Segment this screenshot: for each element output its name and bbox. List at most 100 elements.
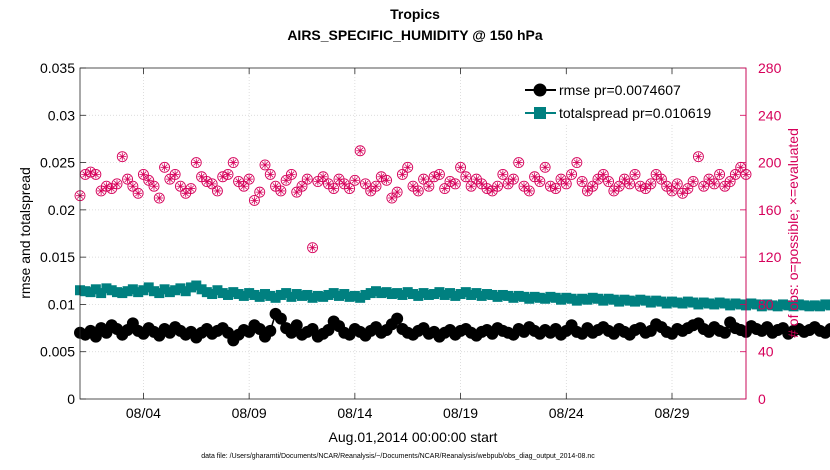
totalspread-marker: [656, 296, 667, 307]
obs-possible-marker: [687, 176, 699, 187]
totalspread-marker: [312, 290, 323, 301]
obs-evaluated-marker: [356, 146, 365, 155]
totalspread-marker: [756, 301, 767, 312]
obs-possible-marker: [359, 178, 371, 190]
obs-point: [370, 180, 382, 192]
obs-point: [243, 173, 255, 185]
tick-label-x: 08/09: [232, 405, 267, 421]
obs-evaluated-marker: [128, 182, 137, 191]
totalspread-marker: [127, 284, 138, 295]
obs-possible-marker: [571, 157, 583, 169]
obs-evaluated-marker: [403, 163, 412, 172]
totalspread-marker: [677, 298, 688, 309]
obs-possible-marker: [412, 185, 424, 197]
totalspread-marker: [603, 293, 614, 304]
obs-possible-marker: [465, 180, 477, 192]
obs-point: [708, 178, 720, 190]
obs-point: [433, 168, 445, 180]
totalspread-marker: [688, 297, 699, 308]
obs-evaluated-marker: [255, 188, 264, 197]
tick-label-x: 08/24: [549, 405, 584, 421]
totalspread-marker: [397, 289, 408, 300]
obs-possible-marker: [534, 176, 546, 187]
obs-possible-marker: [418, 173, 430, 185]
obs-evaluated-marker: [557, 175, 565, 184]
obs-possible-marker: [90, 168, 102, 180]
obs-possible-marker: [708, 178, 720, 190]
obs-possible-marker: [153, 192, 165, 204]
obs-point: [603, 176, 615, 187]
obs-possible-marker: [714, 168, 726, 180]
totalspread-marker: [651, 295, 662, 306]
rmse-series: [74, 307, 830, 347]
totalspread-marker: [503, 290, 514, 301]
obs-possible-marker: [296, 180, 308, 192]
obs-possible-marker: [698, 180, 710, 192]
totalspread-marker: [307, 292, 318, 303]
obs-evaluated-marker: [245, 175, 254, 184]
obs-point: [539, 161, 551, 173]
rmse-marker: [718, 326, 731, 339]
totalspread-marker: [793, 299, 804, 310]
obs-point: [465, 180, 477, 192]
obs-possible-marker: [127, 180, 139, 192]
obs-evaluated-marker: [102, 182, 111, 191]
obs-possible-marker: [354, 145, 366, 157]
totalspread-marker: [249, 289, 260, 300]
totalspread-marker: [672, 297, 683, 308]
totalspread-marker: [598, 295, 609, 306]
totalspread-marker: [450, 290, 461, 301]
obs-possible-marker: [159, 161, 171, 173]
totalspread-marker: [291, 289, 302, 300]
totalspread-marker: [529, 291, 540, 302]
obs-point: [687, 176, 699, 187]
totalspread-marker: [719, 298, 730, 309]
obs-evaluated-marker: [276, 186, 285, 195]
obs-point: [227, 157, 239, 169]
obs-point: [402, 161, 414, 173]
totalspread-marker: [492, 291, 503, 302]
totalspread-marker: [482, 289, 492, 300]
obs-possible-marker: [317, 171, 329, 183]
obs-evaluated-marker: [594, 175, 602, 184]
obs-evaluated-marker: [298, 182, 306, 191]
obs-evaluated-marker: [551, 184, 560, 193]
obs-point: [386, 192, 398, 204]
obs-evaluated-marker: [572, 158, 581, 167]
totalspread-marker: [513, 290, 524, 301]
obs-evaluated-marker: [710, 179, 719, 188]
tick-label-left: 0.01: [48, 296, 75, 312]
obs-possible-marker: [285, 168, 297, 180]
totalspread-marker: [297, 290, 307, 301]
obs-point: [560, 178, 572, 190]
tick-label-right: 280: [758, 60, 782, 76]
totalspread-marker: [709, 299, 720, 310]
totalspread-marker: [159, 284, 170, 295]
totalspread-marker: [223, 289, 233, 300]
totalspread-marker: [376, 288, 387, 299]
obs-evaluated-marker: [435, 170, 444, 179]
rmse-marker: [391, 312, 404, 325]
obs-point: [497, 168, 509, 180]
obs-point: [729, 168, 741, 180]
obs-evaluated-marker: [229, 158, 238, 167]
totalspread-marker: [238, 290, 249, 301]
obs-point: [211, 185, 223, 197]
totalspread-marker: [122, 286, 133, 297]
obs-point: [412, 185, 424, 197]
obs-possible-marker: [629, 168, 641, 180]
obs-evaluated-marker: [86, 168, 95, 177]
obs-evaluated-marker: [171, 170, 180, 179]
totalspread-marker: [339, 289, 350, 300]
legend: rmse pr=0.0074607 totalspread pr=0.01061…: [520, 77, 738, 125]
obs-evaluated-marker: [683, 184, 692, 193]
obs-point: [449, 178, 461, 190]
totalspread-marker: [96, 288, 107, 299]
obs-possible-marker: [227, 157, 239, 169]
tick-label-right: 0: [758, 391, 766, 407]
obs-point: [111, 178, 123, 190]
obs-evaluated-marker: [588, 182, 597, 191]
obs-evaluated-marker: [699, 182, 708, 191]
obs-point: [455, 161, 467, 173]
